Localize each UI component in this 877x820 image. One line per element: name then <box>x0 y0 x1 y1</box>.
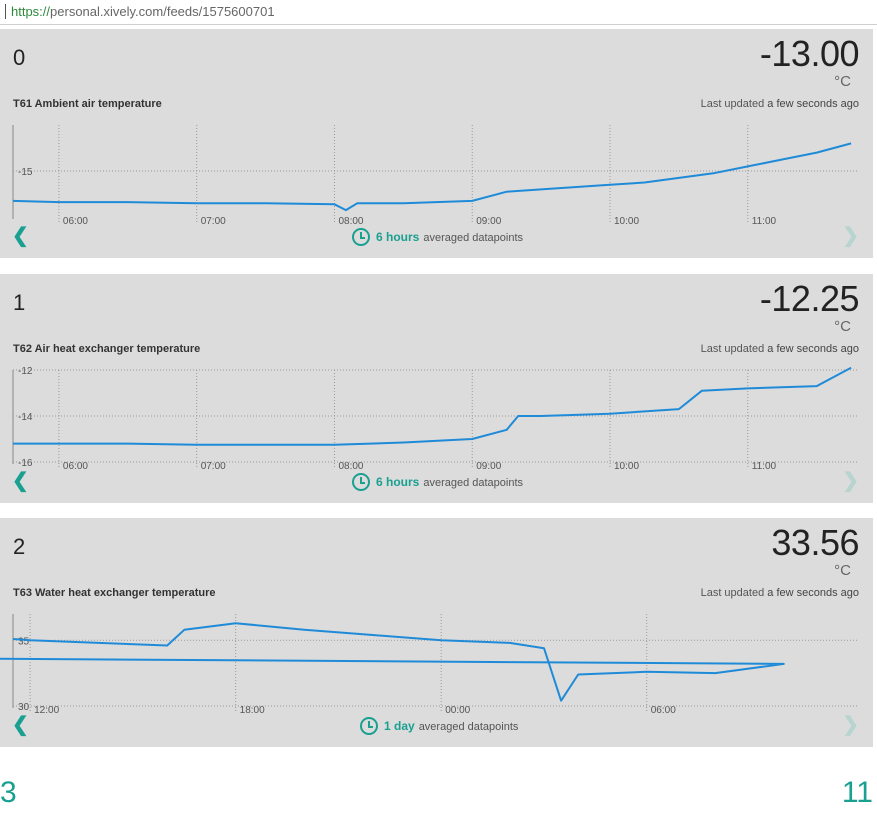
datastream-id: 1 <box>13 290 26 315</box>
last-updated-label: Last updated <box>700 343 765 355</box>
x-tick-label: 06:00 <box>63 461 88 472</box>
chart-nav: ❮ 6 hours averaged datapoints ❯ <box>0 471 873 493</box>
x-tick-label: 11:00 <box>752 216 777 227</box>
x-tick-label: 08:00 <box>338 216 363 227</box>
x-tick-label: 11:00 <box>752 461 777 472</box>
y-tick-label: 35 <box>18 636 30 647</box>
line-chart[interactable]: 12:00 18:00 00:00 06:00 35 30 <box>0 518 873 747</box>
datastream-name: T63 Water heat exchanger temperature <box>13 587 216 599</box>
datastream-name: T61 Ambient air temperature <box>13 98 162 110</box>
time-range-selector[interactable]: 1 day averaged datapoints <box>360 717 518 735</box>
time-range-selector[interactable]: 6 hours averaged datapoints <box>352 228 523 246</box>
datastream-panel: 2 33.56 °C T63 Water heat exchanger temp… <box>0 518 873 747</box>
url-path: personal.xively.com/feeds/1575600701 <box>50 4 275 19</box>
url-text[interactable]: https://personal.xively.com/feeds/157560… <box>11 4 275 19</box>
chevron-right-icon[interactable]: ❯ <box>842 714 859 736</box>
datastream-name: T62 Air heat exchanger temperature <box>13 343 201 355</box>
last-updated: Last updated a few seconds ago <box>701 343 859 355</box>
series-line <box>12 142 852 212</box>
clock-icon <box>360 717 378 735</box>
x-tick-label: 12:00 <box>34 705 59 716</box>
address-bar[interactable]: https://personal.xively.com/feeds/157560… <box>0 0 877 25</box>
last-updated-label: Last updated <box>700 587 765 599</box>
y-tick-label: -15 <box>18 167 33 178</box>
x-tick-label: 09:00 <box>476 461 501 472</box>
chevron-left-icon[interactable]: ❮ <box>12 714 29 736</box>
text-caret <box>5 4 6 19</box>
last-updated-value: a few seconds ago <box>767 98 859 110</box>
last-updated: Last updated a few seconds ago <box>701 98 859 110</box>
range-suffix: averaged datapoints <box>418 721 519 733</box>
pager-next[interactable]: 11 <box>841 776 873 809</box>
range-suffix: averaged datapoints <box>423 232 524 244</box>
value-unit: °C <box>834 562 851 579</box>
x-tick-label: 08:00 <box>338 461 363 472</box>
chevron-right-icon[interactable]: ❯ <box>842 470 859 492</box>
chart-nav: ❮ 6 hours averaged datapoints ❯ <box>0 226 873 248</box>
last-updated-value: a few seconds ago <box>767 587 859 599</box>
line-chart[interactable]: 06:00 07:00 08:00 09:00 10:00 11:00 -12 -14 -16 <box>0 274 873 503</box>
last-updated-label: Last updated <box>700 98 765 110</box>
datastream-panel: 1 -12.25 °C T62 Air heat exchanger tempe… <box>0 274 873 503</box>
x-tick-label: 10:00 <box>614 461 639 472</box>
pager-previous[interactable]: 3 <box>0 776 17 809</box>
chevron-left-icon[interactable]: ❮ <box>12 470 29 492</box>
value-unit: °C <box>834 318 851 335</box>
datastream-id: 2 <box>13 534 26 559</box>
chart-nav: ❮ 1 day averaged datapoints ❯ <box>0 715 873 737</box>
range-duration: 6 hours <box>376 230 420 244</box>
series-line <box>0 622 785 702</box>
datastream-id: 0 <box>13 45 26 70</box>
line-chart[interactable]: 06:00 07:00 08:00 09:00 10:00 11:00 -15 <box>0 29 873 258</box>
chevron-left-icon[interactable]: ❮ <box>12 225 29 247</box>
url-protocol: https:// <box>11 4 51 19</box>
last-updated-value: a few seconds ago <box>767 343 859 355</box>
chevron-right-icon[interactable]: ❯ <box>842 225 859 247</box>
x-tick-label: 18:00 <box>240 705 265 716</box>
x-tick-label: 07:00 <box>201 461 226 472</box>
datastream-panel: 0 -13.00 °C T61 Ambient air temperature … <box>0 29 873 258</box>
time-range-selector[interactable]: 6 hours averaged datapoints <box>352 473 523 491</box>
x-tick-label: 06:00 <box>651 705 676 716</box>
y-tick-label: 30 <box>18 702 30 713</box>
x-tick-label: 09:00 <box>476 216 501 227</box>
y-tick-label: -14 <box>18 412 33 423</box>
y-tick-label: -16 <box>18 458 33 469</box>
x-tick-label: 06:00 <box>63 216 88 227</box>
clock-icon <box>352 228 370 246</box>
range-duration: 1 day <box>384 719 415 733</box>
x-tick-label: 07:00 <box>201 216 226 227</box>
current-value: -13.00 <box>759 33 860 74</box>
last-updated: Last updated a few seconds ago <box>701 587 859 599</box>
x-tick-label: 00:00 <box>445 705 470 716</box>
x-tick-label: 10:00 <box>614 216 639 227</box>
clock-icon <box>352 473 370 491</box>
series-line <box>13 366 852 446</box>
current-value: 33.56 <box>771 522 859 563</box>
value-unit: °C <box>834 73 851 90</box>
current-value: -12.25 <box>759 278 860 319</box>
range-suffix: averaged datapoints <box>423 477 524 489</box>
range-duration: 6 hours <box>376 475 420 489</box>
y-tick-label: -12 <box>18 366 33 377</box>
